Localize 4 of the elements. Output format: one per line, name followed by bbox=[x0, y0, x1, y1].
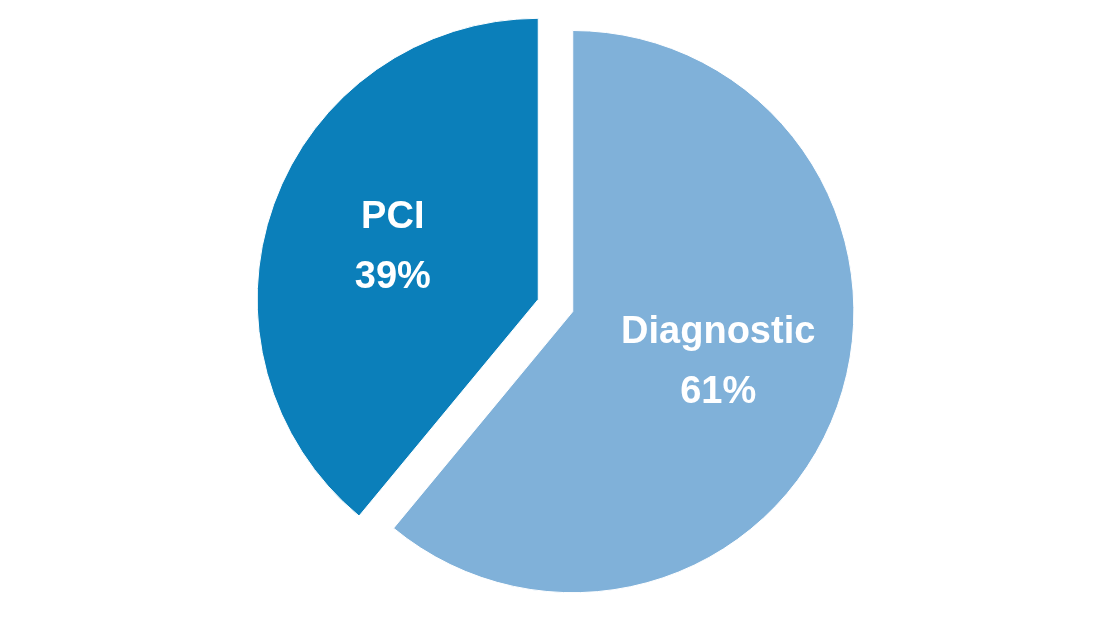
slice-label: PCI bbox=[361, 193, 425, 236]
data-label: 61% bbox=[680, 369, 757, 412]
slice-label: Diagnostic bbox=[621, 309, 816, 352]
data-label: 39% bbox=[354, 253, 431, 296]
